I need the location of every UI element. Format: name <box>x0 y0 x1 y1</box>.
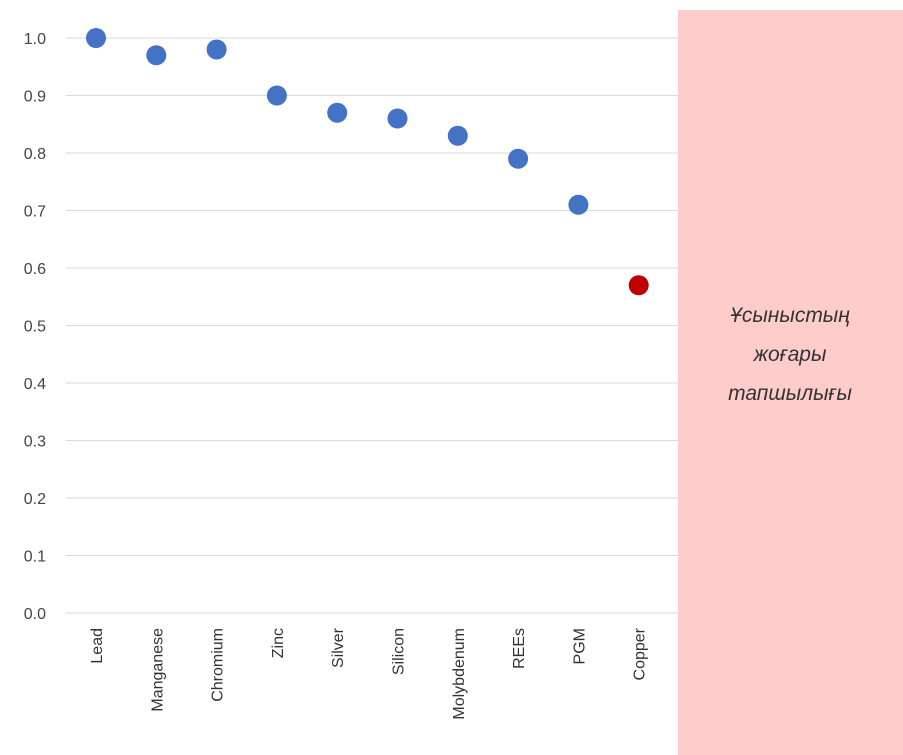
data-point <box>146 45 167 66</box>
x-tick-label: Manganese <box>149 628 166 712</box>
x-tick-label: Chromium <box>210 628 227 702</box>
x-tick-label: REEs <box>511 628 528 669</box>
y-tick-label: 0.9 <box>24 89 46 106</box>
y-tick-label: 0.3 <box>24 434 46 451</box>
data-points <box>86 28 649 296</box>
x-tick-label: Copper <box>632 627 649 680</box>
data-point <box>628 275 649 296</box>
y-tick-label: 1.0 <box>24 31 46 48</box>
panel-line-3: тапшылығы <box>728 382 852 405</box>
data-point <box>508 148 529 169</box>
data-point <box>206 39 227 60</box>
data-point <box>387 108 408 129</box>
x-tick-label: Lead <box>89 628 106 664</box>
y-tick-label: 0.6 <box>24 261 46 278</box>
y-tick-label: 0.2 <box>24 491 46 508</box>
panel-line-2: жоғары <box>753 343 827 366</box>
highlight-panel <box>678 10 903 755</box>
x-tick-label: Silver <box>330 627 347 668</box>
y-tick-label: 0.1 <box>24 549 46 566</box>
data-point <box>327 102 348 123</box>
x-tick-label: Silicon <box>391 628 408 675</box>
data-point <box>447 125 468 146</box>
data-point <box>86 28 106 48</box>
data-point <box>568 194 589 215</box>
y-tick-label: 0.4 <box>24 376 46 393</box>
y-tick-label: 0.5 <box>24 319 46 336</box>
x-axis: Lead Manganese Chromium Zinc Silver Silicon Mo… <box>89 627 649 719</box>
y-axis: 0.0 0.1 0.2 0.3 0.4 0.5 0.6 0.7 0.8 0.9 1.0 <box>24 31 46 623</box>
x-tick-label: Molybdenum <box>451 628 468 720</box>
gridlines <box>66 37 678 614</box>
x-tick-label: PGM <box>571 628 588 664</box>
y-tick-label: 0.0 <box>24 606 46 623</box>
panel-line-1: Ұсыныстың <box>730 304 850 327</box>
x-tick-label: Zinc <box>270 628 287 658</box>
y-tick-label: 0.7 <box>24 204 46 221</box>
data-point <box>266 85 287 106</box>
y-tick-label: 0.8 <box>24 146 46 163</box>
